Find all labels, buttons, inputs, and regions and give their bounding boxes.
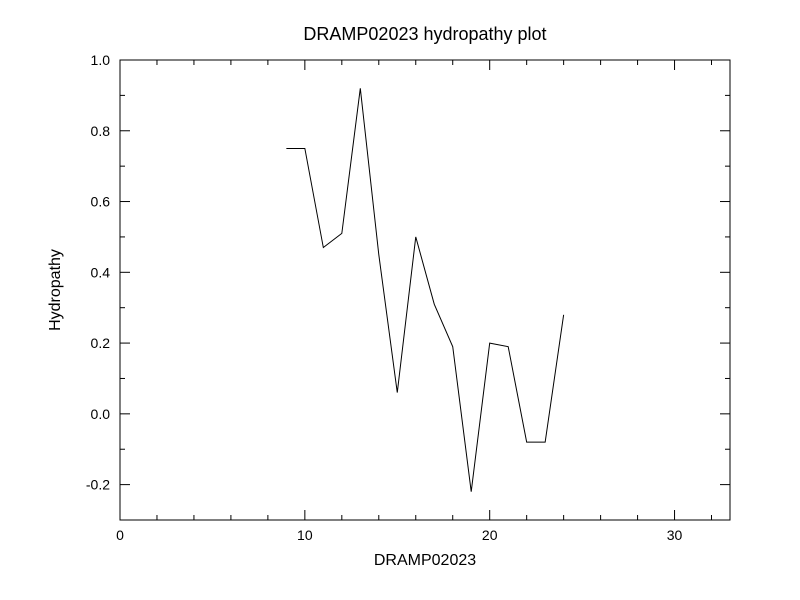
y-tick-label: 0.2 [91,335,111,351]
x-tick-label: 0 [116,527,124,543]
y-tick-label: 0.8 [91,123,111,139]
chart-svg: 0 10 20 30 -0.2 0.0 0.2 0.4 0.6 0.8 1.0 DRAMP02023 … [0,0,800,600]
hydropathy-chart: 0 10 20 30 -0.2 0.0 0.2 0.4 0.6 0.8 1.0 DRAMP02023 … [0,0,800,600]
y-tick-label: 0.6 [91,194,111,210]
x-tick-label: 10 [297,527,313,543]
x-tick-label: 20 [482,527,498,543]
y-tick-label: 0.0 [91,406,111,422]
hydropathy-line [286,88,563,491]
x-axis-label: DRAMP02023 [374,552,476,569]
x-tick-label: 30 [667,527,683,543]
y-axis-label: Hydropathy [47,249,64,331]
y-tick-label: 1.0 [91,52,111,68]
chart-title: DRAMP02023 hydropathy plot [303,24,546,44]
plot-border [120,60,730,520]
y-tick-label: 0.4 [91,264,111,280]
y-tick-label: -0.2 [86,477,110,493]
